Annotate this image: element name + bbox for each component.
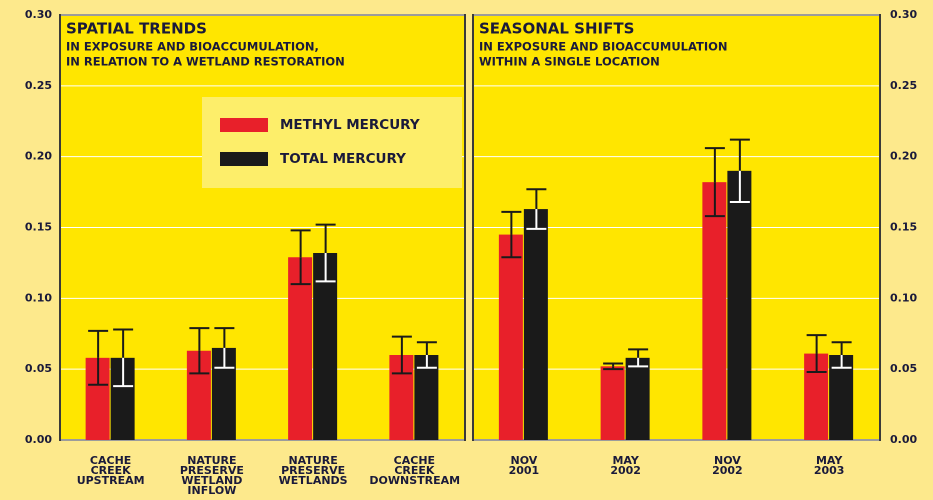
x-tick-label: NOV 2001 — [508, 454, 540, 477]
y-tick-label: 0.05 — [25, 362, 52, 375]
x-tick-label: MAY 2002 — [610, 454, 641, 477]
bar — [702, 182, 727, 440]
x-tick-label: CACHE CREEK UPSTREAM — [76, 454, 145, 487]
x-tick-label: NATURE PRESERVE WETLAND INFLOW — [179, 454, 244, 497]
y-tick-label: 0.00 — [890, 433, 917, 446]
bar — [288, 257, 313, 440]
chart-subtitle: WITHIN A SINGLE LOCATION — [479, 55, 660, 69]
y-tick-label: 0.05 — [890, 362, 917, 375]
y-tick-label: 0.00 — [25, 433, 52, 446]
bar — [498, 234, 523, 440]
bar — [727, 170, 752, 441]
y-tick-label: 0.15 — [890, 221, 917, 234]
chart-subtitle: IN RELATION TO A WETLAND RESTORATION — [66, 55, 345, 69]
y-tick-label: 0.15 — [25, 221, 52, 234]
y-tick-label: 0.30 — [890, 8, 917, 21]
legend-swatch — [220, 118, 268, 132]
chart-title: SPATIAL TRENDS — [66, 20, 207, 38]
x-tick-label: CACHE CREEK DOWNSTREAM — [369, 454, 461, 487]
legend-label: TOTAL MERCURY — [280, 151, 406, 167]
bar — [600, 366, 625, 440]
chart-subtitle: IN EXPOSURE AND BIOACCUMULATION — [479, 40, 728, 54]
y-tick-label: 0.20 — [890, 150, 917, 163]
bar — [829, 355, 854, 440]
chart-subtitle: IN EXPOSURE AND BIOACCUMULATION, — [66, 40, 319, 54]
legend-swatch — [220, 152, 268, 166]
bar — [414, 355, 439, 440]
y-tick-label: 0.10 — [25, 291, 52, 304]
x-tick-label: NATURE PRESERVE WETLANDS — [278, 454, 348, 487]
legend-label: METHYL MERCURY — [280, 117, 420, 133]
bar — [625, 357, 650, 440]
bar — [523, 209, 548, 440]
bar — [313, 253, 338, 440]
x-tick-label: NOV 2002 — [712, 454, 743, 477]
y-tick-label: 0.20 — [25, 150, 52, 163]
y-tick-label: 0.10 — [890, 291, 917, 304]
chart-title: SEASONAL SHIFTS — [479, 20, 634, 38]
y-tick-label: 0.25 — [25, 79, 52, 92]
legend-box — [202, 97, 462, 188]
x-tick-label: MAY 2003 — [813, 454, 845, 477]
y-tick-label: 0.30 — [25, 8, 52, 21]
y-tick-label: 0.25 — [890, 79, 917, 92]
